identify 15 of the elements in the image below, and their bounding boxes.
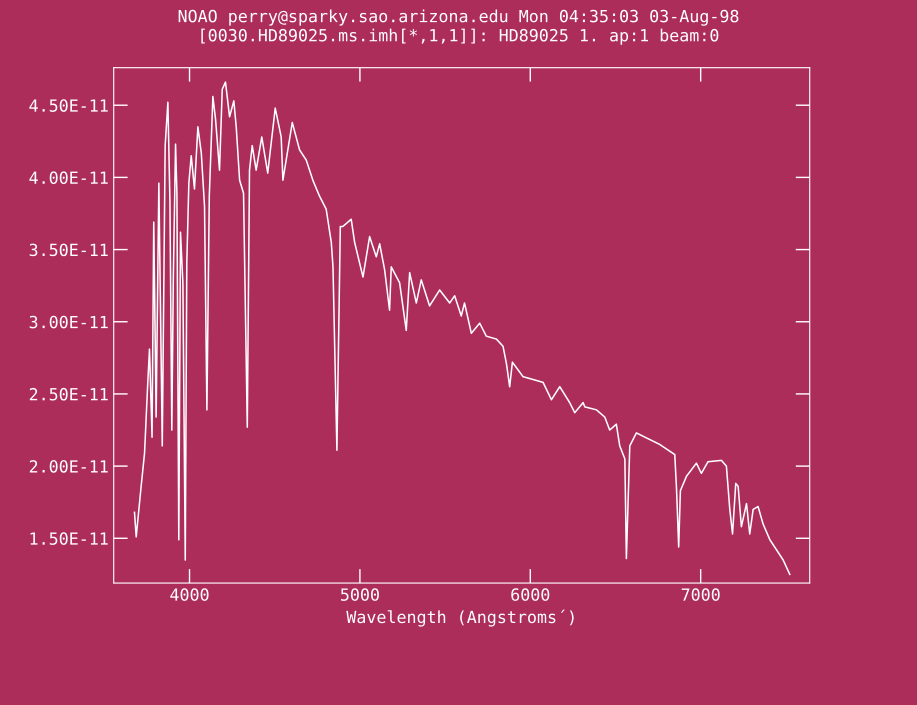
x-tick-label: 5000 <box>341 588 379 601</box>
x-tick-label: 4000 <box>170 588 209 601</box>
x-axis-title: Wavelength (Angstroms´) <box>346 610 574 627</box>
x-tick-label: 7000 <box>682 588 720 601</box>
y-tick-label: 3.50E-11 <box>30 244 108 256</box>
y-tick-label: 4.00E-11 <box>29 171 108 184</box>
chart-subtitle: [0030.HD89025.ms.imh[*,1,1]]: HD89025 1. ap:1 beam:0 <box>201 28 718 45</box>
y-tick-label: 4.50E-11 <box>29 99 108 112</box>
line-series <box>134 81 791 576</box>
x-tick-label: 6000 <box>511 588 550 601</box>
chart-title: NOAO perry@sparky.sao.arizona.edu Mon 04:35:03 03-Aug-98 <box>178 10 738 26</box>
y-tick-label: 2.50E-11 <box>30 388 108 401</box>
y-tick-label: 3.00E-11 <box>30 316 108 328</box>
y-tick-label: 1.50E-11 <box>30 532 108 545</box>
y-tick-label: 2.00E-11 <box>30 460 108 473</box>
